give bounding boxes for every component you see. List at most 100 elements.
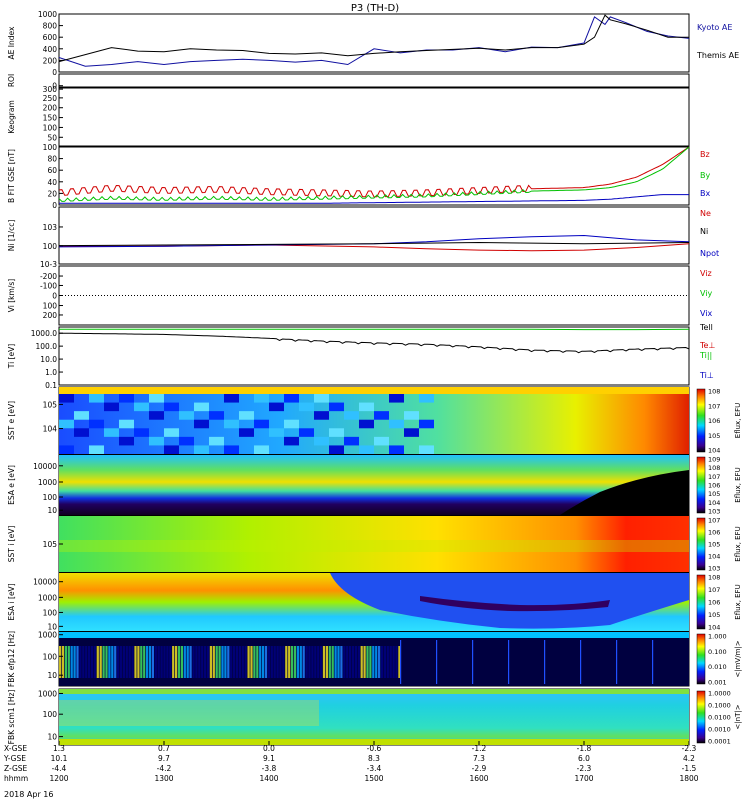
colorbar-tick-label: 105: [708, 611, 720, 619]
fbk-e-stripe: [302, 646, 305, 678]
fbk-e-stripe: [119, 646, 123, 678]
legend-temp-2: Ti||: [699, 351, 712, 360]
fbk-e-stripe: [59, 646, 62, 678]
sst-e-cell: [89, 419, 104, 429]
fbk-e-stripe: [314, 646, 317, 678]
fbk-e-stripe: [128, 646, 131, 678]
x-tick-label: 1700: [574, 774, 593, 783]
sst-e-blocks: [59, 394, 434, 454]
y-tick-label: 10000: [33, 578, 57, 587]
x-row-label: X-GSE: [4, 744, 27, 753]
fbk-e-stripe: [172, 646, 175, 678]
fbk-e-stripe: [79, 646, 82, 678]
y-tick-label: 200: [43, 311, 58, 320]
fbk-e-stripe: [157, 646, 160, 678]
fbk-e-stripe: [146, 646, 149, 678]
fbk-e-stripe: [369, 646, 372, 678]
y-tick-label: 0: [52, 292, 57, 301]
fbk-e-stripe: [73, 646, 76, 678]
y-tick-label: 200: [43, 56, 58, 65]
fbk-e-stripe: [259, 646, 262, 678]
fbk-e-stripe: [163, 646, 166, 678]
sst-e-cell: [299, 428, 314, 437]
fbk-e-stripe: [169, 646, 172, 678]
fbk-e-stripe: [111, 646, 114, 678]
y-tick-label: 1000: [38, 478, 57, 487]
esa-ion-spectrogram: [59, 573, 689, 631]
colorbar-tick-label: 107: [708, 402, 720, 410]
y-tick-label: 100: [43, 493, 58, 502]
x-tick-label: 1200: [49, 774, 68, 783]
x-tick-label: -1.5: [682, 764, 697, 773]
fbk-e-stripe: [244, 646, 247, 678]
colorbar-tick-label: 0.0100: [708, 714, 731, 722]
fbk-e-stripe: [247, 646, 250, 678]
y-tick-label: 0: [52, 201, 57, 210]
panel-ylabel-temperature: Ti [eV]: [7, 344, 16, 369]
temp-line-ti: [59, 332, 690, 354]
y-tick-label: 103: [43, 223, 58, 232]
x-tick-label: -4.4: [52, 764, 67, 773]
colorbar-label: Eflux, EFU: [734, 403, 742, 438]
colorbar-tick-label: 106: [708, 529, 720, 537]
fbk-e-stripes: [59, 640, 654, 684]
y-tick-label: 1000: [38, 593, 57, 602]
panel-ylabel-esa_e: ESA e [eV]: [7, 465, 16, 505]
panel-ylabel-ae: AE Index: [7, 26, 16, 59]
y-tick-label: 1000.0: [31, 329, 57, 338]
fbk-e-stripe: [93, 646, 96, 678]
fbk-e-stripe: [343, 646, 346, 678]
fbk-e-stripe: [122, 646, 125, 678]
sst-e-cell: [269, 428, 284, 437]
sst-e-cell: [344, 436, 359, 446]
panel-ylabel-fbk_e: FBK efp12 [Hz]: [7, 631, 16, 687]
legend-viy: Viy: [700, 289, 713, 298]
fbk-e-stripe: [296, 646, 299, 678]
fbk-e-stripe: [183, 646, 186, 678]
sst-e-cell: [389, 394, 404, 403]
y-tick-label: 10.0: [40, 355, 57, 364]
y-tick-label: 10000: [33, 462, 57, 471]
colorbar-tick-label: 1.000: [708, 633, 727, 641]
sst-e-cell: [419, 394, 434, 403]
x-row-label: Z-GSE: [4, 764, 28, 773]
esa-i-blue-region: [330, 573, 689, 629]
fbk-e-stripe: [235, 646, 239, 678]
fbk-e-stripe: [378, 646, 381, 678]
line-series: [58, 14, 690, 354]
panel-frame-ae: [58, 13, 690, 73]
fbk-e-stripe: [117, 646, 120, 678]
y-tick-label: 105: [43, 400, 58, 409]
sst-e-cell: [254, 394, 269, 403]
fbk-e-stripe: [230, 646, 233, 678]
colorbar-tick-label: 0.0001: [708, 738, 731, 746]
legend-bz: Bz: [700, 150, 710, 159]
x-tick-label: -2.3: [577, 764, 592, 773]
fbk-e-stripe: [212, 646, 215, 678]
y-tick-label: 40: [47, 178, 57, 187]
sst-e-cell: [89, 394, 104, 403]
sst-e-cell: [74, 428, 89, 437]
y-tick-label: 100.0: [36, 342, 58, 351]
sst-electron-spectrogram: [59, 387, 689, 454]
x-row-label: Y-GSE: [3, 754, 26, 763]
fbk-e-stripe: [140, 646, 143, 678]
fbk-e-stripe: [340, 646, 343, 678]
sst-e-cell: [329, 402, 344, 412]
y-tick-label: 1000: [38, 689, 57, 698]
panel-ylabel-sst_i: SST i [eV]: [7, 526, 16, 563]
fbk-e-stripe: [375, 646, 378, 678]
colorbar-tick-label: 107: [708, 473, 720, 481]
fbk-e-stripe: [227, 646, 230, 678]
fbk-e-stripe: [616, 640, 618, 684]
y-tick-label: 1.0: [45, 368, 57, 377]
y-tick-label: 100: [43, 143, 58, 152]
fbk-e-stripe: [125, 646, 128, 678]
fbk-e-stripe: [357, 646, 360, 678]
colorbar-label: Eflux, EFU: [734, 526, 742, 561]
fbk-e-stripe: [134, 646, 137, 678]
sst-e-cell: [299, 402, 314, 412]
sst-e-cell: [194, 419, 209, 429]
y-tick-label: 0: [52, 82, 57, 91]
